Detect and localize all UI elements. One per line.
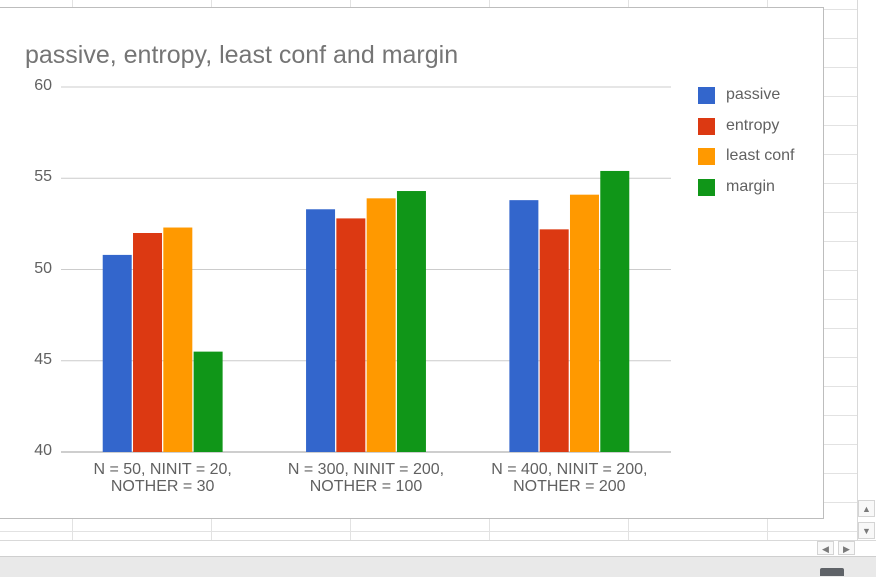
y-tick-label: 45 [34, 350, 52, 368]
chart-title: passive, entropy, least conf and margin [25, 41, 459, 69]
legend-item[interactable]: passive [698, 84, 794, 115]
y-tick-label: 55 [34, 168, 52, 186]
x-tick-label-line: N = 400, NINIT = 200, [491, 461, 648, 478]
legend-swatch [698, 117, 715, 135]
scroll-left-icon[interactable]: ◀ [817, 541, 834, 555]
legend-label: least conf [726, 147, 795, 164]
legend-item[interactable]: entropy [698, 115, 794, 146]
bar-margin[interactable] [600, 170, 630, 452]
x-tick-label-line: NOTHER = 30 [110, 478, 215, 495]
legend-swatch [698, 148, 715, 165]
chart-container[interactable]: passive, entropy, least conf and margin … [0, 7, 824, 519]
legend-swatch [698, 178, 715, 196]
bar-margin[interactable] [396, 191, 426, 452]
bar-entropy[interactable] [539, 229, 569, 452]
bar-passive[interactable] [306, 209, 336, 452]
legend-swatch [698, 87, 715, 104]
scroll-right-icon[interactable]: ▶ [838, 541, 855, 555]
y-tick-label: 40 [34, 442, 52, 459]
bar-least-conf[interactable] [163, 227, 193, 452]
scroll-down-icon[interactable]: ▼ [858, 522, 875, 539]
legend-label: passive [726, 86, 781, 103]
bar-entropy[interactable] [133, 233, 163, 452]
x-tick-label-line: N = 50, NINIT = 20, [93, 461, 232, 478]
x-tick-label-line: NOTHER = 100 [309, 478, 423, 495]
bar-least-conf[interactable] [569, 194, 599, 453]
bar-least-conf[interactable] [366, 198, 396, 452]
legend-item[interactable]: least conf [698, 145, 794, 176]
legend-label: entropy [726, 116, 780, 134]
explore-button[interactable] [820, 568, 844, 576]
bar-margin[interactable] [193, 351, 223, 452]
x-tick-label: N = 300, NINIT = 200, NOTHER = 100 [276, 461, 456, 495]
x-tick-label-line: N = 300, NINIT = 200, [287, 461, 445, 478]
scroll-up-icon[interactable]: ▲ [858, 500, 875, 517]
x-tick-label-line: NOTHER = 200 [513, 478, 626, 495]
x-tick-label: N = 400, NINIT = 200, NOTHER = 200 [479, 461, 659, 495]
bar-passive[interactable] [509, 200, 539, 452]
legend-label: margin [726, 177, 775, 195]
status-bar [0, 556, 876, 577]
bar-entropy[interactable] [336, 218, 366, 452]
bar-passive[interactable] [102, 254, 132, 452]
chart-plot [61, 86, 671, 453]
vertical-scrollbar[interactable] [857, 0, 876, 540]
x-tick-label: N = 50, NINIT = 20, NOTHER = 30 [73, 461, 253, 495]
chart-legend: passive entropy least conf margin [698, 84, 794, 206]
y-tick-label: 50 [34, 259, 52, 277]
legend-item[interactable]: margin [698, 176, 794, 207]
horizontal-scrollbar[interactable] [0, 540, 876, 557]
y-tick-label: 60 [34, 77, 52, 94]
